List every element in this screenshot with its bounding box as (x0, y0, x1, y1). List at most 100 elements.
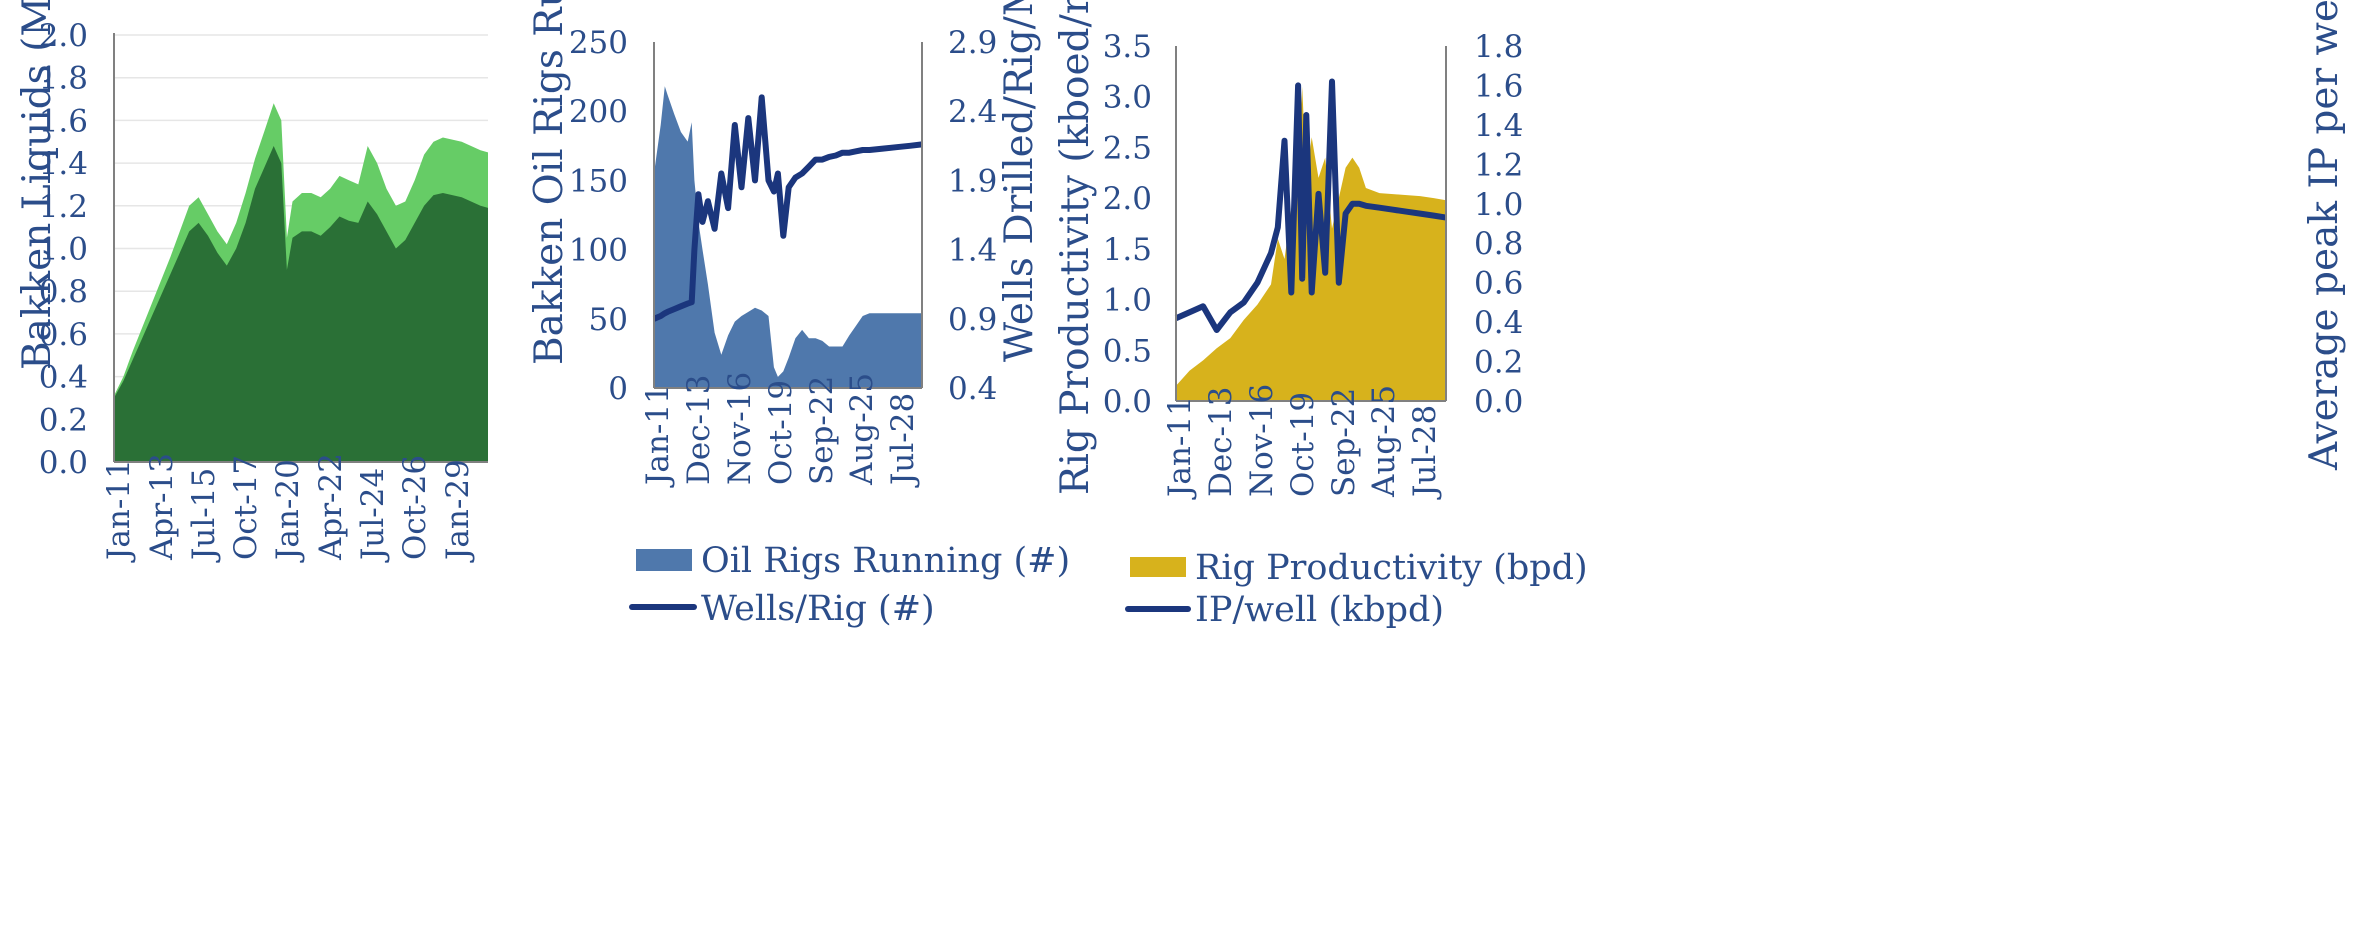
legend: Oil Rigs Running (#) Wells/Rig (#) (629, 541, 1070, 629)
y2-tick-label: 1.4 (948, 233, 997, 269)
legend-label-rigs: Oil Rigs Running (#) (701, 541, 1070, 581)
y-tick-label: 50 (589, 302, 628, 338)
axes (653, 42, 923, 389)
wells-per-rig-line (652, 94, 923, 322)
y2-tick-labels: 0.4 0.9 1.4 1.9 2.4 2.9 (948, 25, 997, 407)
y-tick-label: 1.5 (1103, 232, 1152, 268)
y2-tick-label: 0.4 (1474, 305, 1523, 341)
y2-tick-label: 2.9 (948, 25, 997, 61)
x-tick-label: Jan-11 (640, 384, 676, 488)
x-tick-label: Jul-28 (1407, 405, 1443, 500)
y-tick-label: 1.4 (39, 146, 88, 182)
y2-tick-label: 0.0 (1474, 384, 1523, 420)
x-tick-label: Nov-16 (1244, 384, 1280, 497)
legend-label-ip: IP/well (kbpd) (1195, 590, 1444, 630)
axes (1175, 46, 1447, 402)
x-tick-label: Dec-13 (681, 375, 717, 485)
y2-axis-title: Average peak IP per well (kbpd) (2302, 0, 2347, 471)
base-liquids-area (114, 146, 488, 462)
y2-tick-label: 1.2 (1474, 147, 1523, 183)
y-tick-label: 0.2 (39, 402, 88, 438)
y2-tick-label: 0.8 (1474, 226, 1523, 262)
y-tick-label: 2.0 (1103, 181, 1152, 217)
y-tick-label: 0.8 (39, 274, 88, 310)
x-tick-label: Nov-16 (722, 372, 758, 485)
y2-tick-label: 0.2 (1474, 345, 1523, 381)
y-tick-label: 1.6 (39, 103, 88, 139)
y-tick-labels: 0.0 0.2 0.4 0.6 0.8 1.0 1.2 1.4 1.6 1.8 2.0 (39, 18, 88, 481)
x-tick-label: Jan-20 (270, 459, 306, 563)
y-tick-label: 0.0 (1103, 384, 1152, 420)
y-axis-title: Bakken Oil Rigs Running (527, 0, 572, 365)
x-tick-label: Jul-15 (186, 468, 222, 563)
x-tick-label: Aug-25 (844, 373, 880, 486)
x-tick-label: Sep-22 (804, 376, 840, 485)
y-tick-label: 0.4 (39, 360, 88, 396)
x-tick-labels: Jan-11 Apr-13 Jul-15 Oct-17 Jan-20 Apr-22 Jul-… (101, 453, 476, 563)
y-tick-label: 3.0 (1103, 80, 1152, 116)
y2-tick-label: 0.9 (948, 302, 997, 338)
y2-tick-label: 1.8 (1474, 29, 1523, 65)
wells-per-rig-line (652, 94, 923, 322)
y-tick-label: 250 (569, 25, 628, 61)
x-tick-label: Jan-29 (440, 459, 476, 563)
y-tick-label: 1.8 (39, 61, 88, 97)
y2-tick-label: 1.6 (1474, 68, 1523, 104)
y-tick-labels: 0 50 100 150 200 250 (569, 25, 628, 407)
y-tick-label: 0.6 (39, 317, 88, 353)
axes (113, 33, 488, 463)
legend-swatch-productivity (1130, 557, 1186, 577)
x-tick-label: Oct-17 (228, 455, 264, 560)
x-tick-labels: Jan-11 Dec-13 Nov-16 Oct-19 Sep-22 Aug-25 Jul-… (640, 372, 921, 488)
x-tick-label: Sep-22 (1326, 388, 1362, 497)
y-tick-label: 2.0 (39, 18, 88, 54)
y2-tick-labels: 0.00.2 0.40.6 0.81.0 1.21.4 1.61.8 (1474, 29, 1523, 420)
x-tick-label: Apr-13 (144, 453, 180, 561)
x-tick-label: Aug-25 (1366, 385, 1402, 498)
x-tick-label: Dec-13 (1203, 387, 1239, 497)
x-tick-label: Jan-11 (101, 459, 137, 563)
y-tick-label: 0.0 (39, 445, 88, 481)
y-axis-title: Rig Productivity (kboed/rig/month) (1053, 0, 1098, 495)
y-tick-label: 0.5 (1103, 333, 1152, 369)
legend: Rig Productivity (bpd)IP/well (kbpd) (1125, 548, 1588, 630)
bakken-liquids-chart: 0.0 0.2 0.4 0.6 0.8 1.0 1.2 1.4 1.6 1.8 2.0 Jan-11… (15, 0, 488, 563)
legend-label-productivity: Rig Productivity (bpd) (1195, 548, 1588, 588)
y-tick-label: 0 (608, 371, 628, 407)
x-tick-label: Apr-22 (313, 453, 349, 561)
y-tick-label: 3.5 (1103, 29, 1152, 65)
x-tick-label: Oct-19 (1285, 392, 1321, 497)
legend-label-wells: Wells/Rig (#) (701, 589, 935, 629)
legend-swatch-rigs (636, 549, 692, 571)
y-tick-label: 1.0 (39, 232, 88, 268)
oil-rigs-chart: 0 50 100 150 200 250 0.4 0.9 1.4 1.9 2.4 2.9 Jan-1… (527, 0, 1070, 629)
rigs-area (654, 86, 922, 389)
y-tick-label: 150 (569, 163, 628, 199)
y2-tick-label: 0.6 (1474, 266, 1523, 302)
y-tick-label: 1.0 (1103, 283, 1152, 319)
x-tick-label: Jan-11 (1162, 396, 1198, 500)
y-tick-label: 100 (569, 233, 628, 269)
y-axis-title: Bakken Liquids (Mbpd) (15, 0, 60, 370)
y-tick-labels: 0.0 0.5 1.0 1.5 2.0 2.5 3.0 3.5 (1103, 29, 1152, 420)
x-tick-label: Oct-26 (397, 455, 433, 560)
y-tick-label: 1.2 (39, 189, 88, 225)
ip-per-well-line (1174, 78, 1447, 333)
liquids-areas (114, 103, 488, 463)
y-tick-label: 2.5 (1103, 130, 1152, 166)
x-tick-label: Jul-28 (885, 393, 921, 488)
y2-tick-label: 1.9 (948, 163, 997, 199)
x-tick-labels: Jan-11 Dec-13 Nov-16 Oct-19 Sep-22 Aug-25 Jul-… (1162, 384, 1443, 500)
y2-tick-label: 1.4 (1474, 108, 1523, 144)
y2-axis-title: Wells Drilled/Rig/Month (997, 0, 1042, 362)
rigs-running-area (654, 86, 922, 389)
x-tick-label: Jul-24 (355, 468, 391, 563)
ip-per-well-line (1174, 78, 1447, 333)
y2-tick-label: 1.0 (1474, 187, 1523, 223)
y2-tick-label: 0.4 (948, 371, 997, 407)
rig-productivity-chart: 0.00.51.01.52.02.53.03.5 0.00.20.40.60.8… (1053, 0, 2347, 630)
y2-tick-label: 2.4 (948, 94, 997, 130)
x-tick-label: Oct-19 (763, 380, 799, 485)
y-tick-label: 200 (569, 94, 628, 130)
